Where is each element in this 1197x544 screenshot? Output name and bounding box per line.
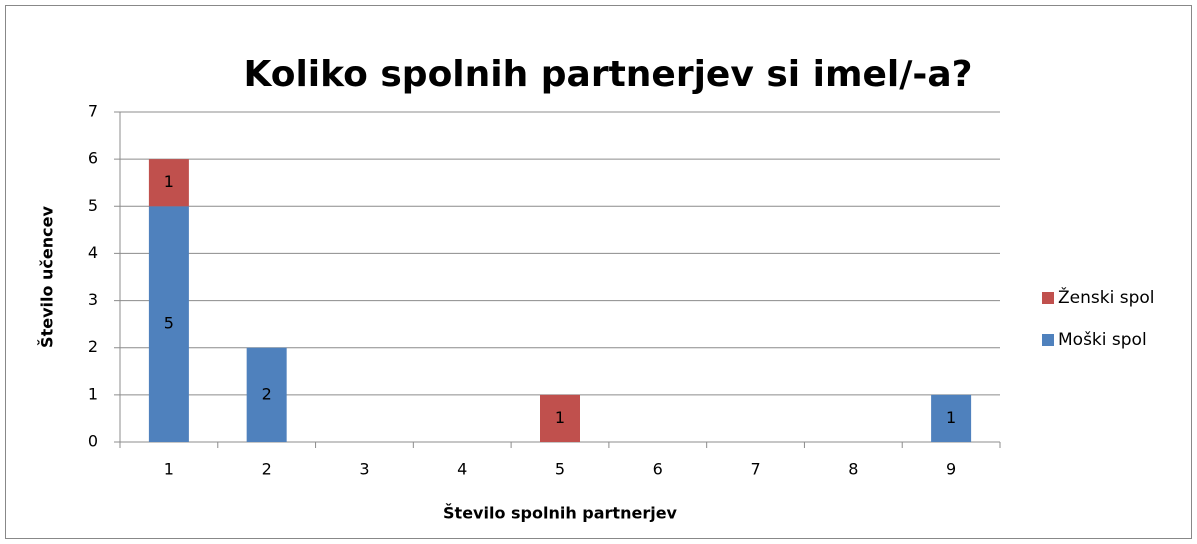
x-tick-label: 2 [262,460,272,479]
data-label: 5 [164,314,174,333]
bar-segment [148,206,189,442]
chart-title: Koliko spolnih partnerjev si imel/-a? [243,54,972,95]
x-tick-label: 4 [457,460,467,479]
x-tick-label: 6 [653,460,663,479]
data-label: 1 [164,172,174,191]
bar-segment [540,394,580,442]
legend-swatch [1042,292,1054,304]
y-tick-label: 3 [88,290,98,309]
y-tick-label: 1 [88,384,98,403]
x-tick-label: 5 [555,460,565,479]
y-tick-label: 0 [88,432,98,451]
y-axis-label: Število učencev [38,206,57,348]
data-label: 1 [946,408,956,427]
legend-swatch [1042,334,1054,346]
data-label: 2 [262,384,272,403]
x-tick-label: 8 [848,460,858,479]
x-tick-label: 3 [359,460,369,479]
y-tick-label: 6 [88,149,98,168]
bar-segment [246,347,287,442]
bar-segment [931,394,972,442]
x-tick-label: 7 [750,460,760,479]
y-tick-label: 4 [88,243,98,262]
y-tick-label: 2 [88,337,98,356]
x-axis-label: Število spolnih partnerjev [443,504,678,523]
y-tick-label: 7 [88,102,98,121]
y-tick-label: 5 [88,196,98,215]
data-label: 1 [555,408,565,427]
chart-frame [5,5,1192,539]
legend-label: Ženski spol [1058,286,1154,308]
x-tick-label: 1 [164,460,174,479]
bar-segment [148,159,189,207]
x-tick-label: 9 [946,460,956,479]
legend-label: Moški spol [1058,330,1147,350]
